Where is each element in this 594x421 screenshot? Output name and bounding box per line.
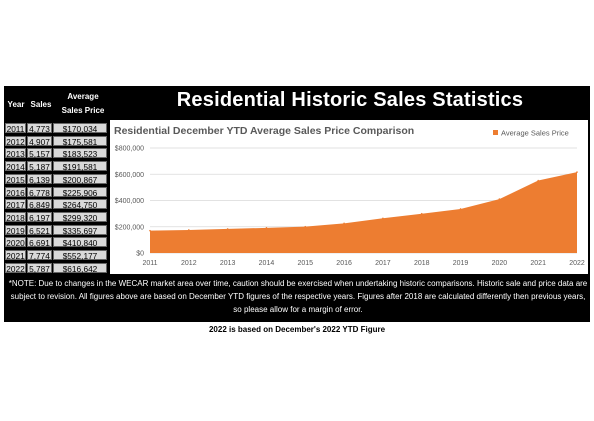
- sales-header: Sales: [30, 100, 52, 109]
- price-cell: $552,177: [53, 250, 107, 261]
- year-cell: 2018: [5, 211, 26, 223]
- data-point: [343, 222, 345, 225]
- x-tick-label: 2015: [297, 260, 313, 267]
- sales-cell: 6,691: [27, 237, 52, 248]
- sales-cell: 7,774: [27, 250, 52, 261]
- table-row: 2011 4,773 $170,034: [5, 123, 109, 134]
- footer-bar: [4, 322, 590, 338]
- price-cell: $200,867: [53, 173, 107, 185]
- sales-cell: 4,773: [27, 123, 52, 134]
- data-point: [420, 212, 423, 215]
- x-tick-label: 2014: [259, 260, 275, 267]
- price-cell: $225,906: [53, 186, 107, 198]
- year-cell: 2017: [5, 199, 26, 211]
- price-cell: $175,581: [53, 135, 107, 147]
- page-title: Residential Historic Sales Statistics: [176, 89, 524, 111]
- data-point: [382, 217, 384, 220]
- table-row: 2015 6,139 $200,867: [5, 173, 109, 185]
- y-tick-label: $800,000: [115, 146, 144, 153]
- year-cell: 2013: [5, 148, 26, 160]
- x-tick-label: 2011: [142, 260, 157, 267]
- price-cell: $410,840: [53, 237, 107, 248]
- table-row: 2019 6,521 $335,697: [5, 224, 109, 236]
- series-layer: [149, 171, 578, 253]
- y-tick-label: $0: [136, 251, 144, 258]
- x-tick-label: 2013: [220, 260, 236, 267]
- sales-cell: 6,778: [27, 186, 52, 198]
- year-cell: 2016: [5, 186, 26, 198]
- sales-cell: 6,849: [27, 199, 52, 210]
- table-row: 2021 7,774 $552,177: [5, 250, 109, 261]
- price-cell: $170,034: [53, 123, 107, 134]
- x-tick-label: 2020: [492, 260, 508, 267]
- data-point: [576, 171, 578, 173]
- table-row: 2016 6,778 $225,906: [5, 186, 109, 198]
- data-point: [498, 198, 501, 200]
- table-row: 2017 6,849 $264,750: [5, 199, 109, 210]
- table-row: 2018 6,197 $299,320: [5, 211, 109, 223]
- chart-title: Residential December YTD Average Sales P…: [114, 125, 414, 137]
- y-tick-label: $400,000: [115, 198, 144, 205]
- x-tick-label: 2012: [181, 260, 197, 267]
- legend-label: Average Sales Price: [501, 129, 569, 138]
- sales-cell: 5,787: [27, 262, 52, 274]
- x-axis-ticks: 2011 2012 2013 2014 2015 2016 2017 2018 2019 2020…: [142, 260, 584, 267]
- data-point: [149, 229, 151, 232]
- year-header: Year: [7, 100, 25, 109]
- sales-cell: 6,139: [27, 173, 52, 185]
- x-tick-label: 2019: [453, 260, 469, 267]
- y-tick-label: $600,000: [115, 172, 144, 179]
- disclaimer-note: *NOTE: Due to changes in the WECAR marke…: [8, 279, 588, 314]
- sales-cell: 5,187: [27, 161, 52, 172]
- x-tick-label: 2022: [569, 260, 585, 267]
- data-point: [265, 227, 268, 229]
- table-row: 2012 4,907 $175,581: [5, 135, 109, 147]
- price-cell: $335,697: [53, 224, 107, 236]
- sales-cell: 6,521: [27, 224, 52, 236]
- price-header-line2: Sales Price: [61, 106, 105, 115]
- x-tick-label: 2018: [414, 260, 430, 267]
- price-cell: $616,642: [53, 262, 107, 274]
- x-tick-label: 2021: [530, 260, 546, 267]
- y-tick-label: $200,000: [115, 224, 144, 231]
- year-cell: 2019: [5, 224, 26, 236]
- data-point: [226, 228, 229, 230]
- data-point: [537, 179, 539, 182]
- area-chart: Residential December YTD Average Sales P…: [114, 125, 585, 267]
- sales-cell: 6,197: [27, 211, 52, 223]
- series-area: [150, 172, 577, 253]
- chart-panel: Residential December YTD Average Sales P…: [110, 120, 588, 274]
- year-cell: 2021: [5, 250, 26, 261]
- footer-text: 2022 is based on December's 2022 YTD Fig…: [208, 325, 386, 334]
- year-cell: 2020: [5, 237, 26, 249]
- table-row: 2020 6,691 $410,840: [5, 237, 109, 248]
- sales-cell: 5,157: [27, 148, 52, 159]
- table-row: 2014 5,187 $191,581: [5, 161, 109, 172]
- table-header: Year Sales Average Sales Price: [4, 86, 109, 122]
- y-axis-ticks: $0 $200,000 $400,000 $600,000 $800,000: [115, 146, 144, 258]
- year-cell: 2014: [5, 161, 26, 173]
- price-cell: $191,581: [53, 161, 107, 172]
- data-point: [188, 229, 190, 231]
- year-cell: 2015: [5, 173, 26, 185]
- price-cell: $183,523: [53, 148, 107, 159]
- table-row: 2013 5,157 $183,523: [5, 148, 109, 159]
- legend-swatch: [493, 130, 498, 135]
- table-row: 2022 5,787 $616,642: [5, 262, 109, 274]
- data-point: [304, 225, 307, 228]
- year-cell: 2022: [5, 262, 26, 274]
- legend: Average Sales Price: [493, 129, 569, 138]
- price-header-line1: Average: [67, 92, 99, 101]
- data-point: [459, 208, 462, 210]
- year-cell: 2011: [5, 123, 26, 134]
- price-cell: $264,750: [53, 199, 107, 210]
- sales-cell: 4,907: [27, 135, 52, 147]
- x-tick-label: 2017: [375, 260, 391, 267]
- x-tick-label: 2016: [336, 260, 352, 267]
- price-cell: $299,320: [53, 211, 107, 223]
- year-cell: 2012: [5, 135, 26, 147]
